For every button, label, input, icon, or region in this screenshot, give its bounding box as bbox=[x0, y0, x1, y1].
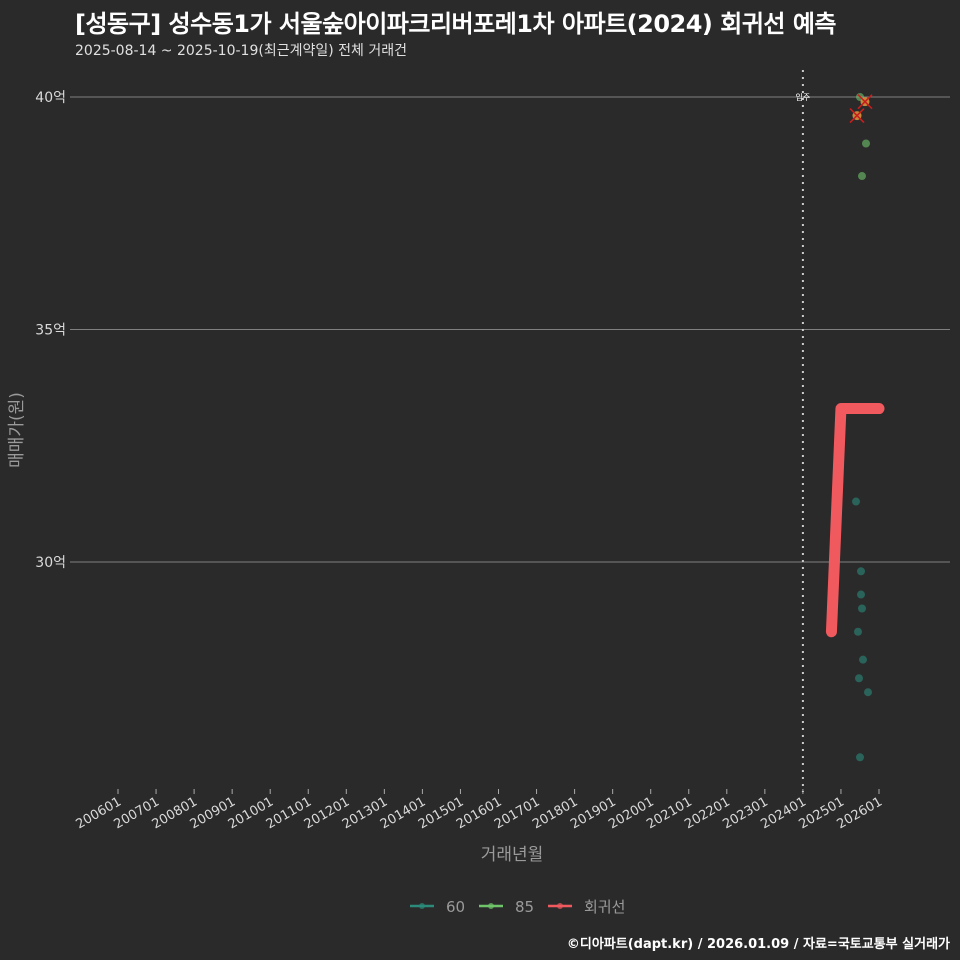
legend: 60 85 회귀선 bbox=[410, 898, 625, 916]
x-axis-ticks: 2006012007012008012009012010012011012012… bbox=[74, 789, 885, 832]
y-tick-label: 35억 bbox=[35, 323, 66, 339]
source-caption: ©디아파트(dapt.kr) / 2026.01.09 / 자료=국토교통부 실… bbox=[566, 937, 950, 952]
y-tick-label: 40억 bbox=[35, 90, 66, 106]
cross-mark-icon bbox=[849, 108, 865, 124]
chart-subtitle: 2025-08-14 ~ 2025-10-19(최근계약일) 전체 거래건 bbox=[75, 43, 407, 59]
data-point bbox=[859, 655, 867, 664]
y-tick-label: 30억 bbox=[35, 555, 66, 571]
legend-swatch-dot bbox=[419, 903, 425, 909]
y-axis-ticks: 30억 35억 40억 bbox=[35, 90, 66, 571]
legend-label: 회귀선 bbox=[584, 898, 625, 916]
data-point bbox=[856, 753, 864, 762]
y-axis-title: 매매가(원) bbox=[7, 392, 27, 468]
move-in-label: 입주 bbox=[796, 93, 811, 102]
gridlines bbox=[70, 96, 950, 563]
cross-mark-icon bbox=[857, 94, 873, 110]
regression-line bbox=[825, 403, 885, 638]
move-in-annotation: 입주 bbox=[796, 70, 811, 792]
data-point bbox=[857, 590, 865, 599]
x-axis-title: 거래년월 bbox=[481, 845, 544, 865]
data-point bbox=[858, 604, 866, 613]
legend-label: 60 bbox=[446, 898, 465, 916]
data-point bbox=[854, 627, 862, 636]
data-point bbox=[855, 674, 863, 683]
data-point bbox=[852, 497, 860, 506]
legend-label: 85 bbox=[515, 898, 534, 916]
data-points bbox=[849, 93, 873, 762]
data-point bbox=[862, 139, 870, 148]
legend-swatch-dot bbox=[557, 903, 563, 909]
regression-line-path bbox=[825, 403, 885, 638]
chart-title: [성동구] 성수동1가 서울숲아이파크리버포레1차 아파트(2024) 회귀선 … bbox=[75, 10, 837, 38]
legend-swatch-dot bbox=[488, 903, 494, 909]
data-point bbox=[857, 567, 865, 576]
data-point bbox=[864, 688, 872, 697]
data-point bbox=[858, 172, 866, 181]
